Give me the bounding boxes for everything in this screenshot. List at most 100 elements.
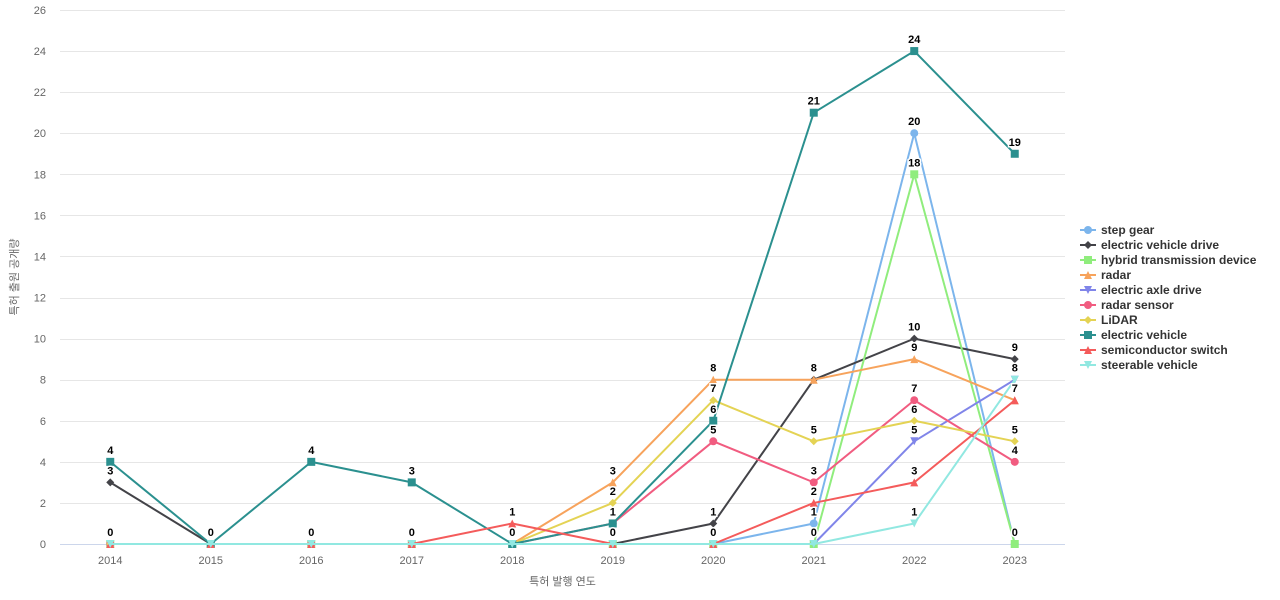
data-label: 4 <box>107 445 114 457</box>
data-label: 6 <box>710 404 716 416</box>
legend-label: radar sensor <box>1101 297 1174 312</box>
legend-marker-triangle-icon <box>1080 345 1096 354</box>
data-label: 5 <box>1012 424 1018 436</box>
data-label: 5 <box>911 424 917 436</box>
data-label: 8 <box>1012 363 1018 375</box>
legend-marker-diamond-icon <box>1080 240 1096 249</box>
data-label: 1 <box>710 506 716 518</box>
legend-marker-circle-icon <box>1080 300 1096 309</box>
data-label: 9 <box>911 342 917 354</box>
y-tick-label: 20 <box>34 128 46 140</box>
data-label: 8 <box>710 363 716 375</box>
series-markers-lidar <box>106 396 1019 548</box>
series-markers-radar <box>106 355 1019 548</box>
x-tick-label: 2014 <box>98 555 122 567</box>
legend-label: electric vehicle <box>1101 327 1188 342</box>
x-tick-label: 2015 <box>199 555 223 567</box>
data-label: 0 <box>811 527 817 539</box>
y-tick-label: 6 <box>40 416 46 428</box>
legend-item-electric-axle-drive[interactable]: electric axle drive <box>1080 282 1256 297</box>
legend-item-electric-vehicle[interactable]: electric vehicle <box>1080 327 1256 342</box>
data-label: 3 <box>409 465 415 477</box>
legend-marker-triangle-down-icon <box>1080 285 1096 294</box>
x-tick-label: 2020 <box>701 555 725 567</box>
data-label: 1 <box>509 506 515 518</box>
data-label: 21 <box>808 96 820 108</box>
y-tick-label: 16 <box>34 210 46 222</box>
y-axis-title: 특허 출원 공개량 <box>9 238 21 316</box>
legend-item-semiconductor-switch[interactable]: semiconductor switch <box>1080 342 1256 357</box>
y-tick-label: 4 <box>40 457 46 469</box>
y-tick-label: 10 <box>34 334 46 346</box>
y-tick-label: 0 <box>40 539 46 551</box>
data-label: 0 <box>308 527 314 539</box>
y-tick-label: 14 <box>34 251 46 263</box>
data-label: 7 <box>710 383 716 395</box>
legend-item-radar-sensor[interactable]: radar sensor <box>1080 297 1256 312</box>
legend-label: hybrid transmission device <box>1101 252 1257 267</box>
x-tick-label: 2016 <box>299 555 323 567</box>
data-label: 3 <box>911 465 917 477</box>
data-label: 1 <box>911 506 917 518</box>
x-tick-label: 2021 <box>802 555 826 567</box>
data-label: 0 <box>710 527 716 539</box>
legend-item-step-gear[interactable]: step gear <box>1080 222 1256 237</box>
data-label: 19 <box>1009 137 1021 149</box>
data-label: 10 <box>908 322 920 334</box>
legend-label: electric vehicle drive <box>1101 237 1220 252</box>
data-label: 7 <box>911 383 917 395</box>
data-label: 2 <box>610 486 616 498</box>
x-tick-labels: 2014 2015 2016 2017 2018 2019 2020 2021 2022 2023 <box>98 555 1027 567</box>
y-tick-label: 2 <box>40 498 46 510</box>
data-label: 4 <box>308 445 315 457</box>
y-tick-label: 8 <box>40 375 46 387</box>
data-label: 1 <box>610 506 616 518</box>
x-tick-label: 2023 <box>1003 555 1027 567</box>
series-line-step-gear <box>109 132 1016 545</box>
series-line-steerable-vehicle <box>109 378 1016 545</box>
series-markers-hybrid-transmission-device <box>106 170 1019 548</box>
legend-marker-triangle-down-icon <box>1080 360 1096 369</box>
data-label: 3 <box>610 465 616 477</box>
legend-item-radar[interactable]: radar <box>1080 267 1256 282</box>
data-label: 1 <box>811 506 817 518</box>
data-label: 9 <box>1012 342 1018 354</box>
y-tick-label: 22 <box>34 87 46 99</box>
data-label: 0 <box>1012 527 1018 539</box>
y-tick-label: 24 <box>34 46 46 58</box>
x-tick-label: 2018 <box>500 555 524 567</box>
legend: step gear electric vehicle drive hybrid tr… <box>1080 222 1256 372</box>
x-tick-label: 2022 <box>902 555 926 567</box>
legend-marker-circle-icon <box>1080 225 1096 234</box>
legend-item-steerable-vehicle[interactable]: steerable vehicle <box>1080 357 1256 372</box>
data-label: 0 <box>107 527 113 539</box>
legend-marker-triangle-icon <box>1080 270 1096 279</box>
legend-item-electric-vehicle-drive[interactable]: electric vehicle drive <box>1080 237 1256 252</box>
data-label: 0 <box>610 527 616 539</box>
series-markers-electric-vehicle <box>106 47 1019 548</box>
legend-label: LiDAR <box>1101 312 1138 327</box>
legend-item-lidar[interactable]: LiDAR <box>1080 312 1256 327</box>
legend-marker-square-icon <box>1080 330 1096 339</box>
data-label: 3 <box>107 465 113 477</box>
series-line-electric-axle-drive <box>109 378 1016 545</box>
data-label: 7 <box>1012 383 1018 395</box>
legend-item-hybrid-transmission-device[interactable]: hybrid transmission device <box>1080 252 1256 267</box>
series-markers-electric-axle-drive <box>106 375 1019 548</box>
series-line-hybrid-transmission-device <box>109 173 1016 545</box>
data-label: 20 <box>908 116 920 128</box>
legend-marker-square-icon <box>1080 255 1096 264</box>
data-label: 5 <box>710 424 716 436</box>
series-markers-step-gear <box>106 129 1019 548</box>
legend-label: steerable vehicle <box>1101 357 1198 372</box>
legend-marker-diamond-icon <box>1080 315 1096 324</box>
series-line-electric-vehicle <box>109 50 1016 545</box>
legend-label: semiconductor switch <box>1101 342 1228 357</box>
legend-label: step gear <box>1101 222 1155 237</box>
data-label: 3 <box>811 465 817 477</box>
series-markers-steerable-vehicle <box>106 375 1019 548</box>
series-markers-radar-sensor <box>106 396 1019 548</box>
